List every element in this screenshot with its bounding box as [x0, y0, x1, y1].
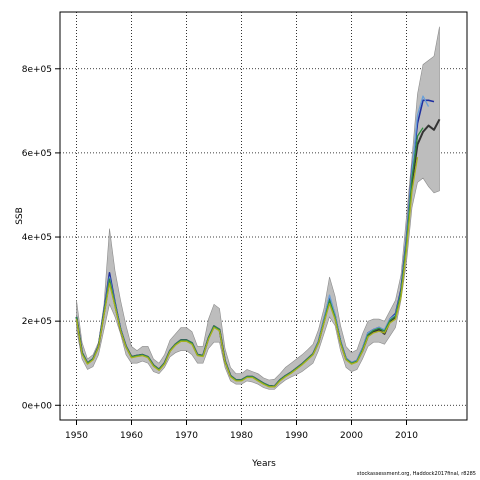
- y-tick-label: 0e+00: [22, 401, 53, 411]
- plot-frame: [59, 11, 468, 421]
- footnote: stockassessment.org, Haddock2017final, r…: [356, 471, 476, 477]
- series-lines: [75, 95, 441, 388]
- axes: 1950 1960 1970 1980 1990 2000 2010 0e+00 2e+05 4e…: [22, 11, 468, 441]
- x-tick-label: 1970: [175, 431, 198, 441]
- x-tick-label: 1980: [230, 431, 253, 441]
- x-axis-title: Years: [251, 459, 276, 469]
- y-tick-label: 6e+05: [22, 149, 52, 159]
- x-tick-label: 1990: [285, 431, 308, 441]
- x-tick-label: 1960: [120, 431, 143, 441]
- y-tick-label: 8e+05: [22, 65, 52, 75]
- confidence-band-area: [76, 26, 440, 390]
- grid-lines: [60, 12, 467, 420]
- x-tick-label: 2010: [395, 431, 418, 441]
- y-tick-label: 2e+05: [22, 317, 52, 327]
- confidence-band: [76, 26, 440, 390]
- y-axis-title: SSB: [15, 207, 25, 225]
- y-tick-label: 4e+05: [22, 233, 52, 243]
- x-tick-label: 1950: [65, 431, 88, 441]
- series-line-5: [75, 156, 419, 388]
- x-tick-label: 2000: [340, 431, 363, 441]
